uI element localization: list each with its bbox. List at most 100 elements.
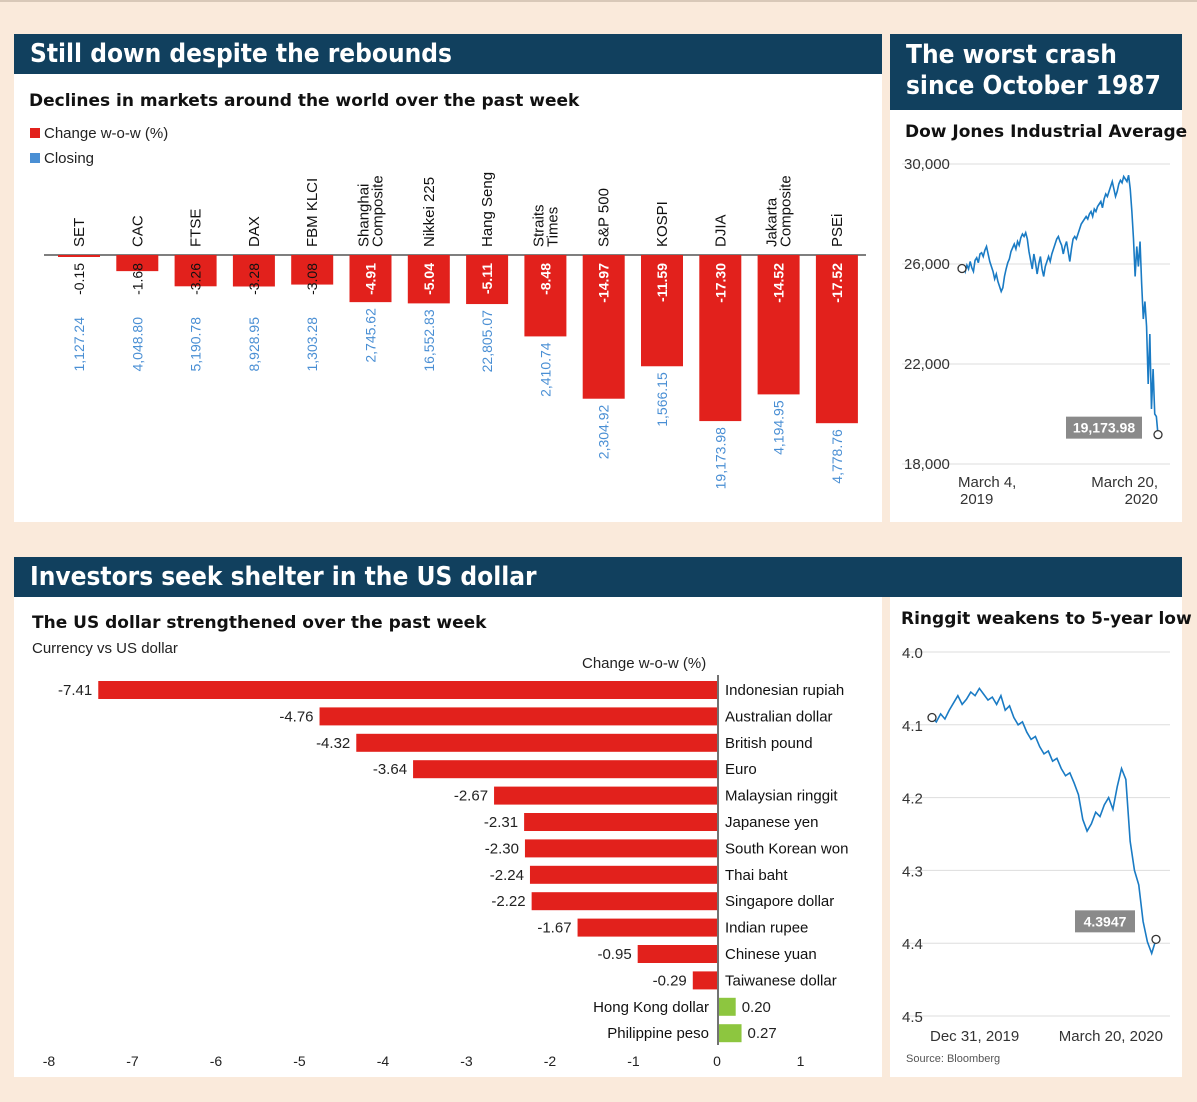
currency-label-9: Indian rupee — [725, 920, 808, 937]
currency-value-1: -4.76 — [279, 708, 313, 725]
market-label-2: FTSE — [188, 209, 205, 247]
dow-x-start-label: March 4, 2019 — [958, 474, 1016, 508]
change-bar-4 — [291, 255, 334, 285]
dow-ytick-3: 18,000 — [904, 456, 950, 473]
ringgit-x-start: Dec 31, 2019 — [930, 1028, 1020, 1045]
ringgit-value-box — [1075, 910, 1135, 933]
change-bar-8 — [524, 255, 567, 337]
currency-xtick-0: -8 — [43, 1053, 56, 1069]
currency-bar-9 — [577, 918, 717, 937]
market-label-10: KOSPI — [654, 201, 671, 247]
closing-value-13: 4,778.76 — [829, 429, 845, 484]
change-value-9: -14.97 — [596, 263, 612, 303]
closing-value-10: 1,566.15 — [654, 372, 670, 427]
currency-bar-13 — [719, 1024, 742, 1043]
currency-bar-0 — [98, 681, 717, 699]
market-label-11: DJIA — [712, 214, 729, 247]
ringgit-ytick-2: 4.2 — [902, 791, 923, 808]
legend-change-swatch — [30, 128, 40, 138]
currency-xtick-4: -4 — [377, 1053, 390, 1069]
legend-closing-label: Closing — [44, 150, 95, 167]
currency-value-10: -0.95 — [597, 946, 631, 963]
dow-x-start-line2: 2019 — [960, 491, 994, 508]
currency-subtitle: The US dollar strengthened over the past… — [32, 613, 487, 633]
currency-bar-1 — [319, 707, 717, 726]
currency-bar-4 — [494, 786, 717, 805]
market-label-6: Nikkei 225 — [421, 177, 438, 247]
dow-end-marker — [1153, 429, 1163, 440]
closing-value-4: 1,303.28 — [304, 317, 320, 372]
currency-label-0: Indonesian rupiah — [725, 682, 844, 699]
dow-jones-chart: 30,000 26,000 22,000 18,000 19,173.98 — [902, 156, 1170, 473]
ringgit-end-marker — [1151, 934, 1161, 944]
dow-jones-subtitle: Dow Jones Industrial Average — [905, 122, 1188, 142]
ringgit-ytick-4: 4.4 — [902, 936, 923, 953]
currency-value-5: -2.31 — [484, 814, 518, 831]
currency-xtick-5: -3 — [460, 1053, 473, 1069]
market-label-9: S&P 500 — [596, 188, 613, 247]
dow-x-start-line1: March 4, — [958, 474, 1017, 491]
legend-closing: Closing — [30, 150, 94, 167]
currency-value-13: 0.27 — [748, 1025, 777, 1042]
dow-ytick-1: 26,000 — [904, 256, 950, 273]
change-value-13: -17.52 — [829, 263, 845, 303]
world-markets-header-text: Still down despite the rebounds — [30, 39, 452, 69]
currency-value-4: -2.67 — [454, 788, 488, 805]
market-label2-8: Times — [544, 207, 561, 247]
market-label-8: Straits — [530, 204, 547, 247]
dow-jones-header: The worst crash since October 1987 — [890, 34, 1182, 110]
closing-value-3: 8,928.95 — [246, 317, 262, 372]
ringgit-ytick-3: 4.3 — [902, 863, 923, 880]
change-bar-5 — [349, 255, 392, 303]
currency-xtick-6: -2 — [544, 1053, 557, 1069]
market-label-12: Jakarta — [764, 197, 781, 247]
ringgit-x-end: March 20, 2020 — [1058, 1028, 1163, 1045]
currency-bar-2 — [356, 733, 717, 752]
legend-change: Change w-o-w (%) — [30, 125, 168, 142]
legend-change-label: Change w-o-w (%) — [44, 125, 169, 142]
dow-jones-header-line2: since October 1987 — [906, 71, 1161, 101]
change-value-1: -1.68 — [129, 263, 145, 295]
ringgit-ytick-0: 4.0 — [902, 645, 923, 662]
ringgit-series-line — [931, 686, 1157, 956]
closing-value-11: 19,173.98 — [712, 427, 728, 489]
market-label-3: DAX — [246, 216, 263, 247]
currency-label-10: Chinese yuan — [725, 946, 817, 963]
market-label2-5: Composite — [370, 175, 387, 247]
currency-bar-7 — [529, 865, 717, 884]
change-value-2: -3.26 — [188, 263, 204, 295]
currency-axis-title: Change w-o-w (%) — [582, 655, 707, 672]
closing-value-7: 22,805.07 — [479, 310, 495, 372]
change-bar-13 — [815, 255, 858, 424]
dow-jones-header-line1: The worst crash — [906, 40, 1117, 70]
currency-label-1: Australian dollar — [725, 708, 833, 725]
currency-label-7: Thai baht — [725, 867, 788, 884]
change-value-0: -0.15 — [71, 263, 87, 295]
change-value-11: -17.30 — [712, 263, 728, 303]
currency-xtick-3: -5 — [293, 1053, 306, 1069]
dow-value-label: 19,173.98 — [1073, 420, 1135, 436]
closing-value-12: 4,194.95 — [771, 400, 787, 455]
currency-bar-12 — [719, 997, 736, 1016]
dow-ytick-2: 22,000 — [904, 356, 950, 373]
currency-value-0: -7.41 — [58, 682, 92, 699]
change-bar-0 — [58, 255, 100, 257]
dow-x-end-line1: March 20, — [1091, 474, 1158, 491]
ringgit-panel: Ringgit weakens to 5-year low 4.0 4.1 4.2 4… — [890, 597, 1192, 1077]
currency-value-11: -0.29 — [653, 972, 687, 989]
change-value-8: -8.48 — [537, 263, 553, 295]
top-rule — [0, 0, 1197, 2]
change-value-5: -4.91 — [363, 263, 379, 295]
ringgit-ytick-5: 4.5 — [902, 1009, 923, 1026]
ringgit-chart: 4.0 4.1 4.2 4.3 4.4 4.5 4.3947 — [902, 645, 1170, 1026]
change-bar-10 — [641, 255, 683, 367]
ringgit-source: Source: Bloomberg — [906, 1053, 1001, 1065]
dow-ytick-0: 30,000 — [904, 156, 950, 173]
currency-value-3: -3.64 — [373, 761, 407, 778]
currency-value-6: -2.30 — [485, 840, 519, 857]
currency-xtick-1: -7 — [126, 1053, 139, 1069]
currency-xtick-8: 0 — [713, 1053, 721, 1069]
ringgit-ytick-1: 4.1 — [902, 718, 923, 735]
currency-value-2: -4.32 — [316, 735, 350, 752]
closing-value-8: 2,410.74 — [537, 342, 553, 397]
